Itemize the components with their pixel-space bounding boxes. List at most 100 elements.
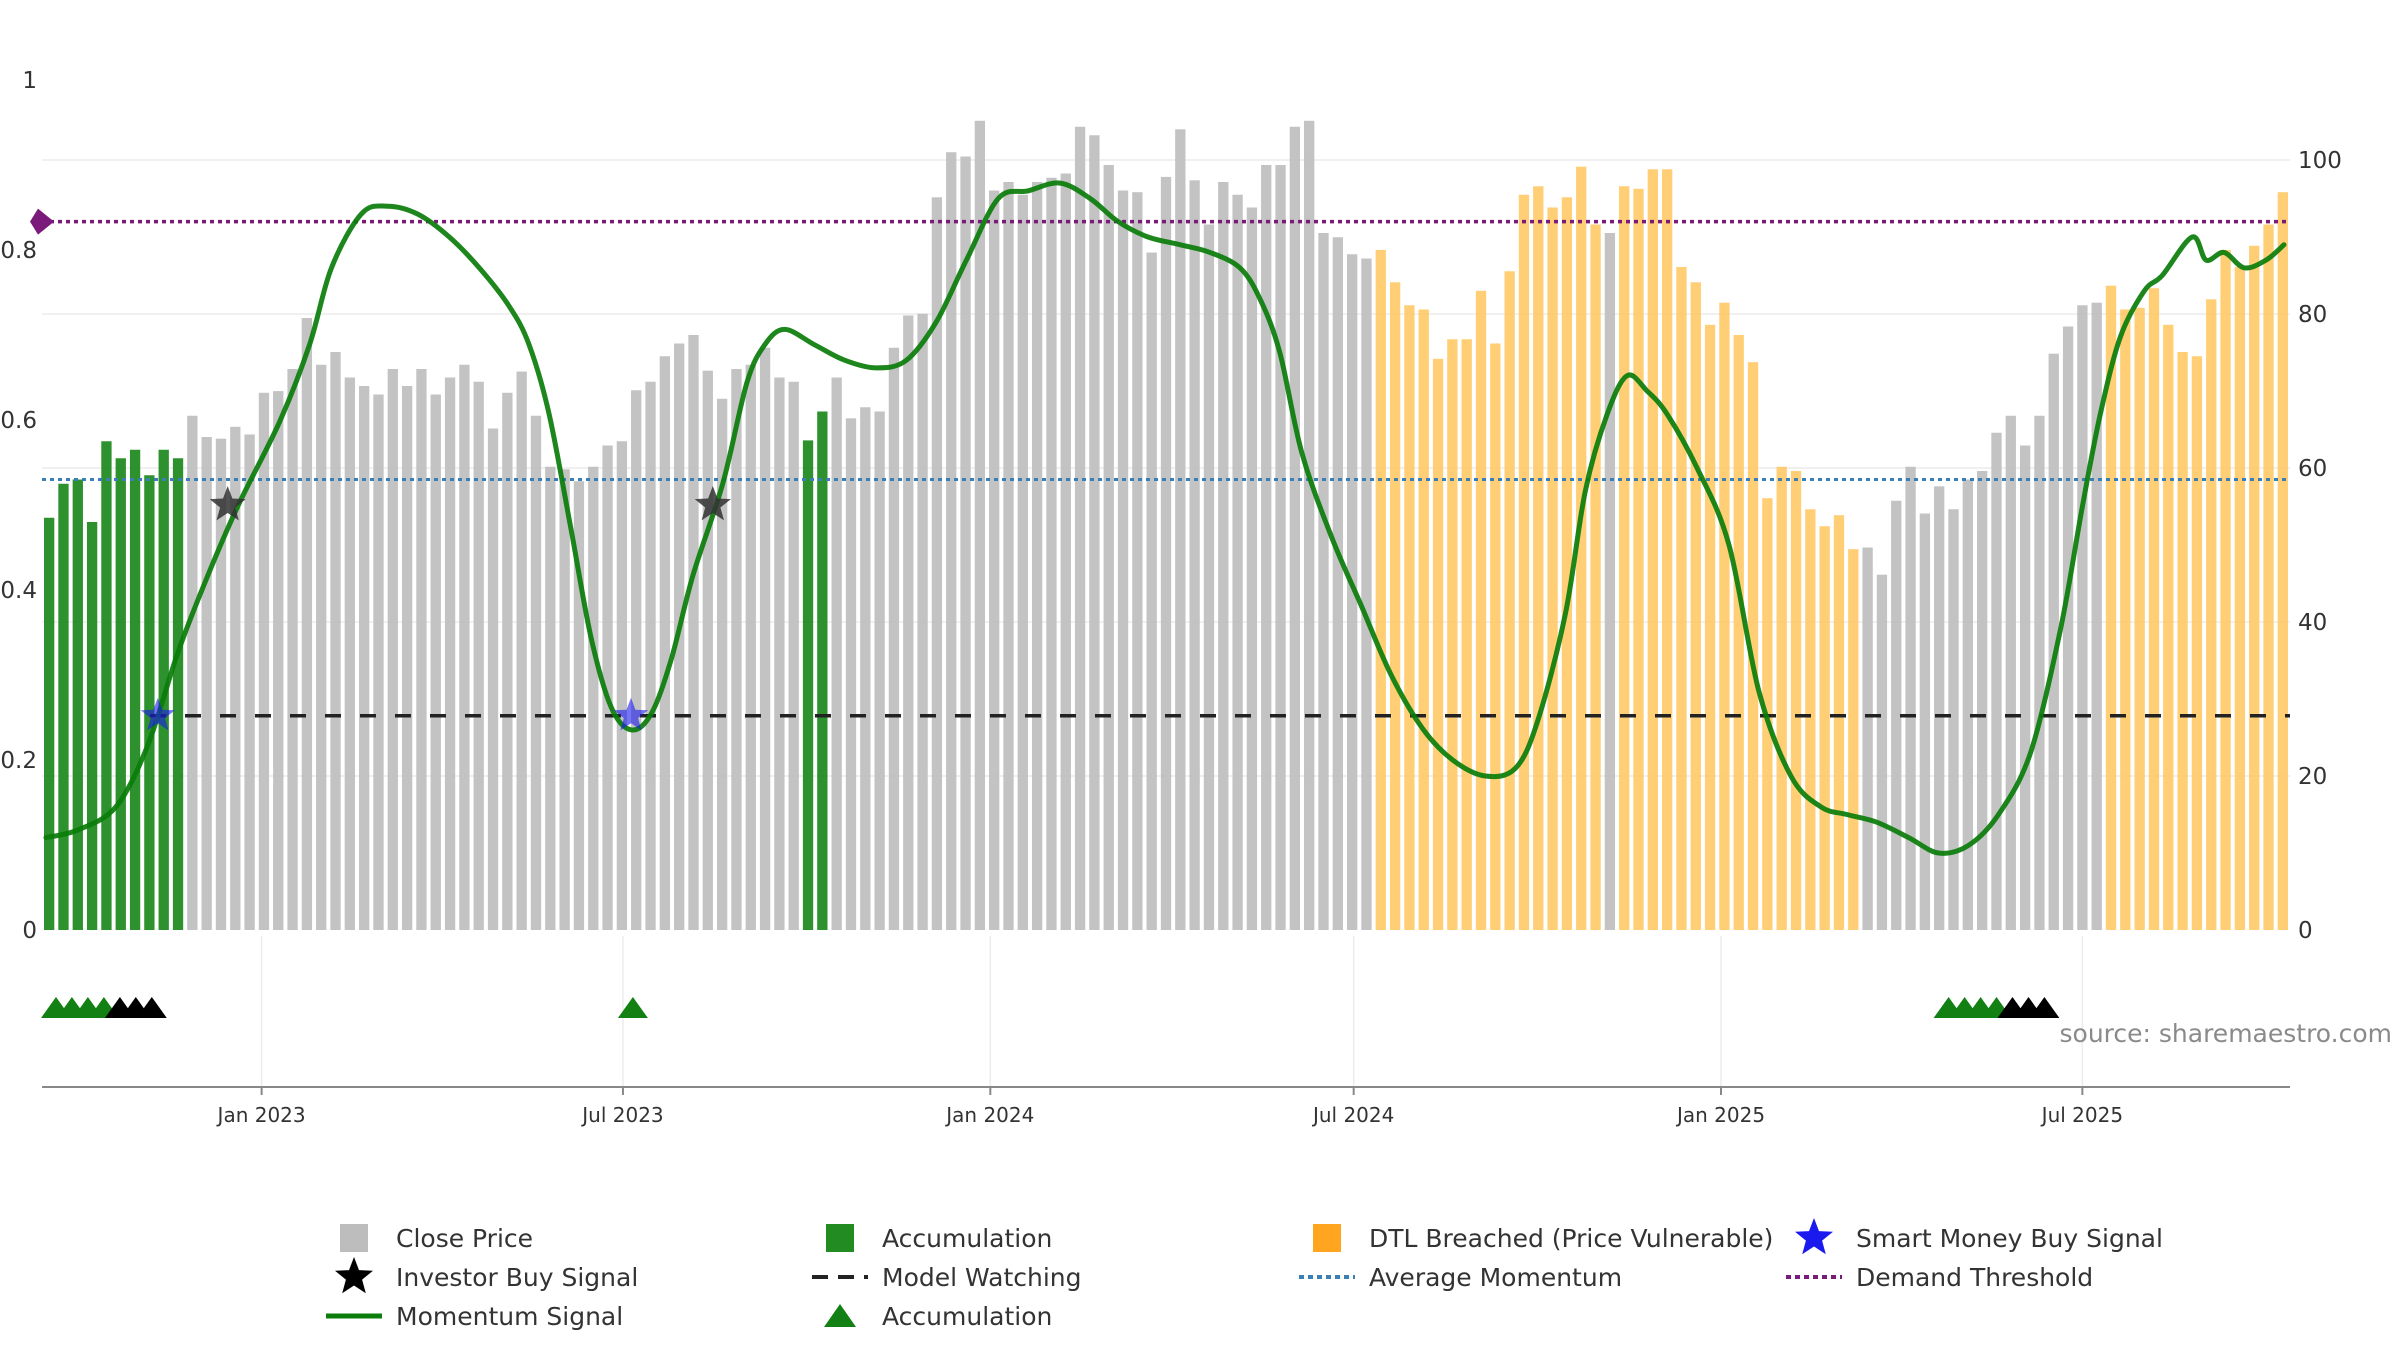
close-price-bar bbox=[1146, 252, 1157, 931]
accumulation-bar bbox=[115, 458, 126, 930]
close-price-bar bbox=[2077, 305, 2088, 930]
x-tick-label: Jul 2025 bbox=[2040, 1103, 2123, 1127]
dtl-breached-bar bbox=[1619, 186, 1630, 930]
close-price-bar bbox=[1246, 207, 1258, 930]
dtl-breached-bar bbox=[1504, 271, 1515, 930]
close-price-bar bbox=[688, 335, 699, 930]
close-price-bar bbox=[888, 347, 900, 930]
dtl-breached-bar bbox=[2191, 356, 2203, 930]
close-price-bar bbox=[1074, 126, 1086, 930]
right-y-tick-label: 100 bbox=[2298, 148, 2342, 174]
close-price-bar bbox=[1977, 471, 1988, 930]
close-price-bar bbox=[1132, 192, 1143, 930]
dtl-breached-bar bbox=[2163, 324, 2174, 930]
legend-label: Momentum Signal bbox=[396, 1302, 623, 1331]
accumulation-bar bbox=[72, 479, 83, 930]
close-price-bar bbox=[444, 377, 456, 930]
close-price-bar bbox=[1103, 165, 1114, 930]
close-price-bar bbox=[931, 197, 943, 931]
dtl-breached-bar bbox=[2120, 309, 2131, 930]
legend-label: Investor Buy Signal bbox=[396, 1263, 638, 1292]
dtl-breached-bar bbox=[1375, 250, 1386, 930]
close-price-bar bbox=[1905, 466, 1916, 930]
dtl-breached-bar bbox=[1418, 309, 1429, 930]
accumulation-bar bbox=[802, 440, 814, 930]
demand-threshold-marker bbox=[30, 208, 54, 235]
legend-entry: Model Watching bbox=[812, 1263, 1082, 1292]
close-price-bar bbox=[487, 428, 499, 930]
right-y-tick-label: 80 bbox=[2298, 302, 2327, 328]
legend-label: Demand Threshold bbox=[1856, 1263, 2093, 1292]
dtl-breached-bar bbox=[1490, 343, 1501, 930]
close-price-bar bbox=[745, 364, 756, 930]
close-price-bar bbox=[1160, 176, 1172, 930]
close-price-bar bbox=[874, 411, 885, 930]
close-price-bar bbox=[903, 315, 914, 930]
close-price-bar bbox=[616, 441, 628, 930]
close-price-bar bbox=[831, 377, 842, 930]
dtl-breached-bar bbox=[1633, 188, 1644, 931]
close-price-bar bbox=[559, 469, 570, 930]
close-price-bar bbox=[631, 390, 642, 930]
right-y-tick-label: 40 bbox=[2298, 610, 2327, 636]
close-price-bar bbox=[1332, 237, 1343, 930]
dtl-breached-bar bbox=[1819, 526, 1830, 930]
close-price-bar bbox=[1046, 177, 1057, 930]
signal-markers bbox=[41, 486, 2060, 1018]
dtl-breached-bar bbox=[1475, 290, 1487, 930]
dtl-breached-bar bbox=[2277, 192, 2288, 930]
close-price-bar bbox=[602, 445, 613, 930]
accumulation-bar bbox=[58, 483, 69, 930]
dtl-breached-bar bbox=[1447, 339, 1458, 930]
dtl-breached-bar bbox=[1776, 466, 1787, 930]
dtl-breached-bar bbox=[2105, 285, 2117, 930]
dtl-breached-bar bbox=[1790, 471, 1802, 930]
accumulation-triangle-icon bbox=[2029, 997, 2060, 1018]
dtl-breached-bar bbox=[1547, 207, 1558, 930]
legend-entry: Accumulation bbox=[826, 1224, 1052, 1253]
close-price-bar bbox=[1117, 190, 1129, 930]
close-price-bar bbox=[273, 391, 284, 931]
accumulation-bar bbox=[129, 449, 141, 930]
x-tick-label: Jul 2024 bbox=[1311, 1103, 1394, 1127]
close-price-bar bbox=[1891, 500, 1902, 930]
close-price-bar bbox=[1275, 165, 1286, 930]
dtl-breached-bar bbox=[2148, 288, 2160, 930]
close-price-bar bbox=[244, 434, 255, 930]
close-price-bar bbox=[258, 392, 270, 930]
dtl-breached-bar bbox=[2206, 299, 2217, 930]
close-price-bar bbox=[316, 364, 327, 930]
dtl-breached-bar bbox=[1805, 509, 1816, 930]
legend-label: Close Price bbox=[396, 1224, 533, 1253]
close-price-bar bbox=[230, 426, 241, 930]
dtl-breached-bar bbox=[1747, 362, 1759, 930]
legend-entry: Accumulation bbox=[824, 1302, 1052, 1331]
close-price-bar bbox=[1318, 233, 1329, 930]
close-price-bar bbox=[1304, 120, 1315, 931]
close-price-bar bbox=[702, 370, 713, 930]
legend-label: Accumulation bbox=[882, 1302, 1052, 1331]
indicator-lines bbox=[30, 180, 2290, 856]
close-price-bar bbox=[759, 347, 771, 930]
left-y-tick-label: 1 bbox=[22, 68, 37, 94]
close-price-bar bbox=[416, 369, 427, 930]
close-price-bar bbox=[2005, 415, 2016, 930]
close-price-bar bbox=[1361, 258, 1372, 930]
legend-entry: Investor Buy Signal bbox=[335, 1257, 638, 1294]
close-price-bar bbox=[430, 394, 441, 930]
close-price-bar bbox=[1017, 194, 1028, 930]
close-price-bar bbox=[1862, 547, 1873, 930]
close-price-bar bbox=[1189, 180, 1200, 931]
x-tick-label: Jan 2025 bbox=[1675, 1103, 1765, 1127]
close-price-bar bbox=[387, 369, 398, 930]
close-price-bar bbox=[1346, 254, 1358, 930]
dtl-breached-bar bbox=[1590, 224, 1601, 930]
close-price-bar bbox=[716, 398, 728, 930]
close-price-bar bbox=[1948, 509, 1959, 930]
left-y-tick-label: 0.4 bbox=[0, 578, 37, 604]
investor-buy-star-icon bbox=[209, 486, 246, 521]
close-price-bar bbox=[588, 466, 599, 930]
momentum-signal-line bbox=[43, 180, 2287, 856]
close-price-bar bbox=[359, 386, 370, 930]
